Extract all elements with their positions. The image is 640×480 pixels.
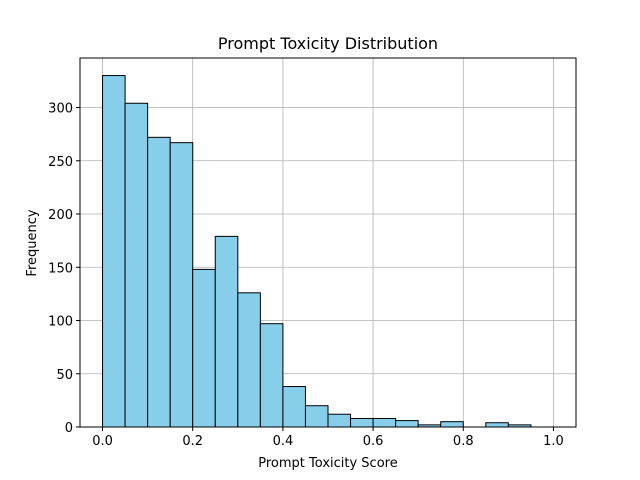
- y-tick-label: 250: [48, 155, 73, 170]
- bar: [124, 102, 149, 428]
- y-tick-label: 0: [65, 421, 73, 436]
- y-tick-label: 50: [56, 368, 73, 383]
- bar: [395, 420, 419, 428]
- bar: [259, 323, 284, 428]
- y-axis-label: Frequency: [25, 209, 40, 276]
- y-tick-label: 300: [48, 102, 73, 117]
- y-tick-label: 150: [48, 261, 73, 276]
- x-axis-label: Prompt Toxicity Score: [258, 456, 397, 471]
- bar: [485, 422, 509, 428]
- bar: [102, 75, 126, 428]
- x-tick-label: 1.0: [543, 434, 564, 449]
- x-tick-label: 0.8: [453, 434, 474, 449]
- x-tick-label: 0.2: [182, 434, 203, 449]
- x-tick-label: 0.4: [273, 434, 294, 449]
- bar: [304, 405, 329, 428]
- plot-frame: [79, 57, 577, 428]
- bar: [214, 235, 239, 428]
- y-tick-label: 200: [48, 208, 73, 223]
- x-tick-label: 0.6: [363, 434, 384, 449]
- x-tick-label: 0.0: [92, 434, 113, 449]
- bar: [192, 268, 216, 428]
- bar: [169, 142, 194, 428]
- bar: [350, 417, 374, 428]
- bar: [327, 413, 352, 428]
- bar: [237, 292, 261, 428]
- bar: [147, 136, 171, 428]
- y-tick-label: 100: [48, 315, 73, 330]
- bar: [372, 417, 397, 428]
- bar: [282, 386, 306, 428]
- bar: [440, 421, 464, 428]
- chart-title: Prompt Toxicity Distribution: [218, 34, 438, 53]
